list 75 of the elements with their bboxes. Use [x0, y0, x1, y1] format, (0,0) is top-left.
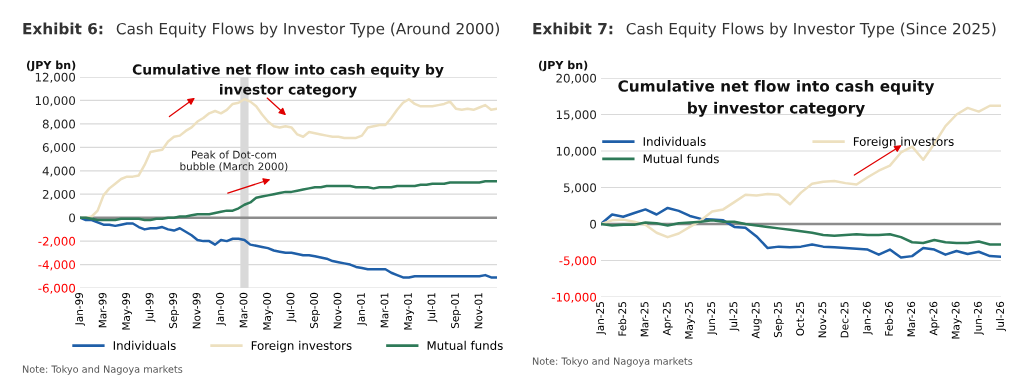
x-tick-label: Feb-25	[618, 302, 627, 336]
x-tick-label: Jun-26	[973, 301, 984, 335]
x-tick-label: Jul-99	[145, 292, 156, 323]
x-tick-label: May-99	[122, 292, 133, 330]
x-tick-label: Mar-01	[380, 293, 389, 328]
x-tick-label: Jun-25	[707, 302, 718, 335]
x-tick-label: Mar-99	[98, 292, 107, 328]
x-tick-label: Jul-00	[286, 292, 297, 323]
x-tick-label: Jan-26	[862, 301, 873, 335]
x-tick-label: Jan-00	[216, 292, 226, 326]
x-tick-label: Sep-00	[310, 292, 320, 329]
x-tick-label: Jan-99	[75, 292, 85, 326]
y-tick-label: 0	[69, 213, 76, 223]
legend-label: Individuals	[643, 136, 706, 146]
y-axis-title: (JPY bn)	[538, 60, 588, 72]
x-tick-label: Aug-25	[751, 302, 762, 339]
text: Note: Tokyo and Nagoya markets	[22, 365, 183, 375]
y-axis-title: (JPY bn)	[26, 60, 76, 72]
x-tick-label: May-01	[404, 293, 414, 330]
y-tick-label: 10,000	[556, 146, 597, 157]
line-series	[80, 180, 497, 222]
x-tick-label: Apr-25	[662, 302, 673, 336]
x-tick-label: Jan-25	[596, 302, 606, 335]
legend-label: Individuals	[113, 340, 176, 350]
x-tick-label: Jan-01	[357, 293, 367, 326]
y-tick-label: -5,000	[559, 256, 597, 267]
line-series	[601, 219, 1001, 246]
x-tick-label: May-26	[951, 301, 962, 339]
line-series	[601, 206, 1001, 259]
annotation: Cumulative net flow into cash equity by investor category	[618, 80, 935, 117]
y-tick-label: -4,000	[38, 260, 76, 271]
y-tick-label: 20,000	[556, 73, 597, 84]
x-tick-label: Sep-25	[773, 302, 784, 338]
x-tick-label: Apr-26	[929, 301, 940, 336]
legend-label: Foreign investors	[853, 136, 954, 149]
y-tick-label: 5,000	[563, 183, 597, 194]
y-tick-label: 2,000	[42, 189, 76, 201]
chart-title: Exhibit 7:	[533, 22, 613, 35]
y-tick-label: 8,000	[42, 119, 76, 130]
y-tick-label: 15,000	[556, 110, 597, 121]
x-tick-label: Feb-26	[884, 301, 893, 336]
x-tick-label: Nov-99	[192, 292, 201, 329]
chart-subtitle: Cash Equity Flows by Investor Type (Since 2025)	[626, 22, 996, 38]
annotation: Cumulative net flow into cash equity by investor category	[132, 64, 444, 98]
x-tick-label: Nov-25	[818, 302, 827, 338]
y-tick-label: 4,000	[42, 166, 76, 177]
x-tick-label: Jul-01	[427, 293, 438, 323]
legend-label: Foreign investors	[251, 340, 352, 353]
x-tick-label: Dec-25	[840, 302, 849, 338]
x-tick-label: Nov-00	[333, 292, 342, 329]
x-tick-label: Sep-99	[169, 292, 180, 329]
legend-label: Mutual funds	[643, 154, 719, 164]
x-tick-label: May-25	[685, 302, 695, 339]
y-tick-label: -2,000	[38, 236, 76, 247]
x-tick-label: Oct-25	[796, 302, 805, 336]
band-label: Peak of Dot-com bubble (March 2000)	[180, 150, 288, 172]
x-tick-label: Nov-01	[474, 293, 483, 329]
x-tick-label: May-00	[263, 292, 273, 330]
y-tick-label: -10,000	[551, 292, 597, 303]
x-tick-label: Mar-00	[239, 292, 248, 328]
x-tick-label: Mar-26	[907, 301, 916, 337]
x-tick-label: Sep-01	[451, 293, 461, 329]
x-tick-label: Jul-26	[995, 301, 1006, 332]
y-tick-label: 10,000	[35, 96, 76, 107]
text: Note: Tokyo and Nagoya markets	[532, 357, 693, 367]
y-tick-label: 12,000	[35, 72, 76, 83]
x-tick-label: Jul-25	[729, 302, 740, 332]
line-series	[80, 216, 497, 279]
y-tick-label: 6,000	[42, 143, 76, 154]
chart-title: Exhibit 6:	[23, 22, 103, 35]
legend-label: Mutual funds	[427, 340, 503, 350]
x-tick-label: Mar-25	[640, 302, 649, 337]
y-tick-label: -6,000	[38, 283, 76, 294]
chart-subtitle: Cash Equity Flows by Investor Type (Around 2000)	[116, 22, 500, 38]
y-tick-label: 0	[590, 219, 597, 229]
